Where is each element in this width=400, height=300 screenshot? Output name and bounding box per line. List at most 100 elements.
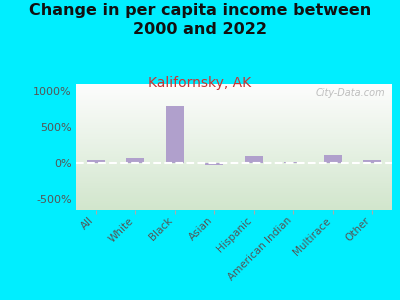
Bar [76, 124, 392, 126]
Bar [76, 154, 392, 156]
Bar [76, 149, 392, 151]
Bar [76, 103, 392, 104]
Bar [76, 197, 392, 199]
Bar [76, 172, 392, 173]
Bar [76, 182, 392, 184]
Bar [76, 90, 392, 92]
Bar [76, 191, 392, 192]
Bar [76, 187, 392, 189]
Bar [76, 190, 392, 191]
Bar [76, 173, 392, 175]
Bar [76, 209, 392, 210]
Bar [76, 146, 392, 147]
Bar [76, 199, 392, 200]
Bar [76, 147, 392, 148]
Bar [76, 181, 392, 182]
Bar [76, 148, 392, 149]
Bar [126, 158, 144, 163]
Bar [76, 130, 392, 132]
Bar [87, 160, 105, 163]
Bar [166, 106, 184, 163]
Bar [76, 195, 392, 196]
Bar [76, 202, 392, 204]
Bar [76, 92, 392, 93]
Bar [76, 89, 392, 90]
Bar [76, 137, 392, 138]
Bar [76, 165, 392, 166]
Bar [76, 156, 392, 157]
Bar [76, 116, 392, 117]
Bar [76, 160, 392, 161]
Bar [76, 84, 392, 85]
Bar [205, 163, 223, 165]
Bar [76, 138, 392, 140]
Bar [76, 95, 392, 97]
Bar [76, 201, 392, 202]
Bar [76, 134, 392, 136]
Text: City-Data.com: City-Data.com [316, 88, 386, 98]
Bar [76, 177, 392, 178]
Bar [76, 186, 392, 187]
Bar [76, 98, 392, 99]
Bar [76, 167, 392, 168]
Bar [76, 166, 392, 167]
Bar [76, 112, 392, 113]
Bar [76, 141, 392, 142]
Bar [76, 180, 392, 181]
Bar [76, 100, 392, 102]
Bar [76, 194, 392, 195]
Bar [76, 151, 392, 152]
Bar [76, 162, 392, 164]
Bar [76, 157, 392, 158]
Bar [76, 104, 392, 105]
Bar [76, 107, 392, 108]
Bar [76, 119, 392, 121]
Bar [76, 113, 392, 114]
Bar [76, 176, 392, 177]
Bar [363, 160, 381, 163]
Bar [76, 171, 392, 172]
Bar [76, 117, 392, 118]
Bar [76, 178, 392, 180]
Bar [76, 128, 392, 129]
Bar [76, 170, 392, 171]
Bar [76, 192, 392, 194]
Bar [76, 93, 392, 94]
Bar [76, 122, 392, 123]
Bar [76, 196, 392, 197]
Bar [76, 204, 392, 205]
Bar [76, 153, 392, 154]
Bar [76, 109, 392, 110]
Bar [76, 184, 392, 185]
Bar [76, 206, 392, 208]
Bar [76, 88, 392, 89]
Bar [76, 205, 392, 206]
Bar [76, 136, 392, 137]
Bar [76, 161, 392, 162]
Bar [76, 185, 392, 186]
Bar [76, 158, 392, 160]
Bar [76, 132, 392, 133]
Bar [76, 200, 392, 201]
Text: Change in per capita income between
2000 and 2022: Change in per capita income between 2000… [29, 3, 371, 37]
Bar [76, 85, 392, 86]
Bar [76, 189, 392, 190]
Bar [76, 140, 392, 141]
Bar [76, 97, 392, 98]
Bar [76, 152, 392, 153]
Bar [76, 164, 392, 165]
Bar [245, 156, 263, 163]
Bar [76, 110, 392, 112]
Bar [76, 145, 392, 146]
Bar [76, 102, 392, 103]
Bar [76, 129, 392, 130]
Bar [76, 105, 392, 107]
Bar [76, 94, 392, 95]
Bar [76, 123, 392, 124]
Bar [76, 133, 392, 134]
Bar [76, 168, 392, 170]
Bar [76, 121, 392, 122]
Bar [76, 175, 392, 176]
Bar [324, 154, 342, 163]
Bar [76, 142, 392, 143]
